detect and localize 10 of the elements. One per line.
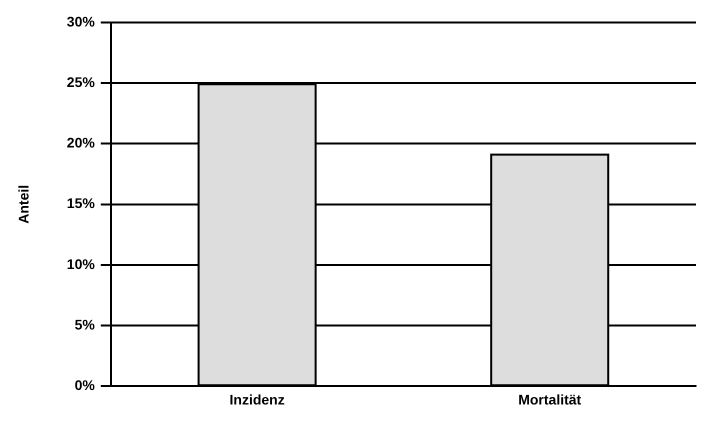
y-axis-title: Anteil — [15, 184, 32, 224]
x-tick-label: Mortalität — [518, 391, 582, 408]
y-tick-label: 30% — [66, 13, 96, 30]
y-tick-label: 10% — [66, 256, 96, 272]
x-tick-label: Inzidenz — [230, 391, 285, 408]
y-tick-label: 25% — [66, 74, 96, 90]
y-tick-label: 15% — [66, 195, 96, 212]
y-tick-label: 0% — [74, 377, 96, 394]
y-tick-label: 5% — [74, 316, 96, 332]
y-tick-label: 20% — [66, 134, 96, 151]
